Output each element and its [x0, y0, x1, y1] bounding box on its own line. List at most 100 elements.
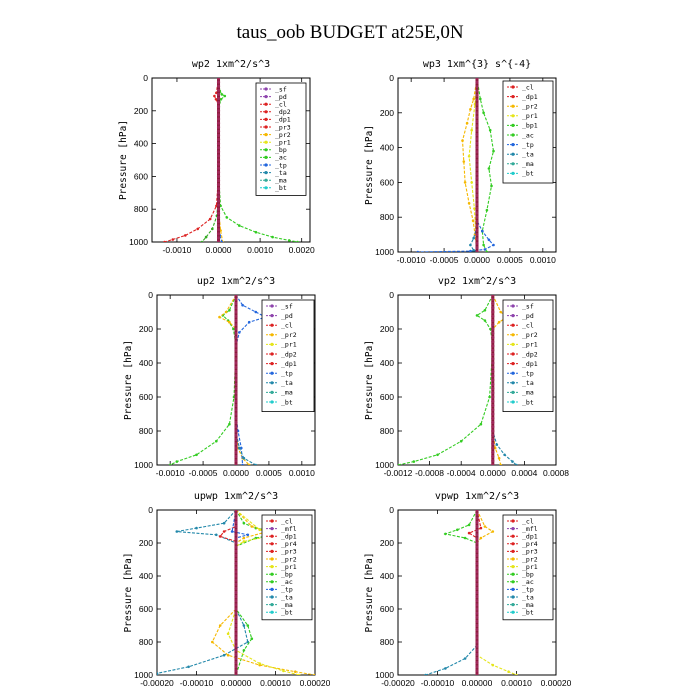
data-point: [224, 310, 228, 314]
legend-entry: _dp1: [281, 533, 297, 541]
center-profile-marker: [234, 369, 238, 374]
x-tick-label: -0.00010: [180, 678, 214, 688]
data-point: [479, 536, 483, 540]
panel-title: vp2 1xm^2/s^3: [438, 276, 516, 287]
center-profile-marker: [491, 420, 495, 425]
center-profile-marker: [216, 158, 221, 162]
data-point: [475, 314, 479, 317]
center-profile-marker: [475, 520, 479, 525]
legend-entry: _tp: [275, 161, 287, 169]
center-profile-marker: [475, 198, 479, 202]
data-point: [489, 327, 492, 331]
center-profile-marker: [216, 96, 221, 101]
center-profile-marker: [475, 619, 479, 624]
center-profile-marker: [491, 454, 495, 459]
data-point: [246, 624, 250, 627]
x-tick-label: -0.0008: [415, 468, 444, 478]
x-tick-label: -0.00020: [140, 678, 174, 688]
legend-entry: _bt: [522, 398, 534, 406]
center-profile-marker: [475, 636, 479, 640]
data-point: [215, 439, 218, 443]
center-profile-marker: [234, 636, 238, 640]
series-line: [476, 510, 494, 675]
data-point: [467, 202, 471, 205]
legend-entry: _ma: [275, 177, 287, 185]
data-point: [258, 528, 262, 532]
legend-swatch-marker: [270, 549, 274, 554]
center-profile-marker: [216, 228, 221, 232]
center-profile-marker: [234, 420, 238, 425]
data-point: [246, 533, 250, 537]
legend-swatch-marker: [270, 557, 274, 561]
center-profile-marker: [475, 193, 479, 197]
y-axis-label: Pressure [hPa]: [118, 120, 129, 200]
center-profile-marker: [475, 595, 479, 599]
legend-swatch-marker: [264, 178, 268, 182]
center-profile-marker: [234, 352, 238, 357]
center-profile-marker: [234, 673, 238, 675]
data-point: [225, 216, 229, 219]
center-profile-marker: [491, 433, 495, 437]
center-profile-marker: [234, 395, 238, 399]
legend-entry: _pr2: [281, 555, 297, 563]
data-point: [479, 526, 483, 530]
center-profile-marker: [475, 582, 479, 586]
center-profile-marker: [216, 133, 221, 137]
legend-entry: _pd: [522, 312, 534, 320]
legend-entry: _pr2: [522, 103, 538, 111]
x-tick-label: 0.0004: [511, 468, 537, 478]
center-profile-marker: [475, 628, 479, 632]
center-profile-marker: [475, 648, 479, 652]
data-point: [412, 460, 416, 463]
data-point: [226, 653, 230, 657]
legend-entry: _ma: [281, 389, 293, 397]
x-tick-label: 0.0000: [480, 468, 506, 478]
center-profile-marker: [475, 141, 479, 145]
data-point: [493, 446, 497, 450]
legend-swatch-marker: [511, 95, 515, 99]
center-profile-marker: [216, 174, 221, 178]
series-dp1: [467, 510, 483, 675]
legend-swatch-marker: [511, 133, 515, 137]
legend-swatch-marker: [511, 152, 515, 156]
center-profile-marker: [234, 599, 238, 603]
y-tick-label: 600: [380, 604, 394, 614]
center-profile-marker: [234, 570, 238, 574]
series-line: [201, 110, 220, 242]
center-profile-marker: [234, 603, 238, 607]
center-profile-marker: [475, 516, 479, 520]
legend-entry: _cl: [522, 517, 534, 525]
center-profile-marker: [475, 562, 479, 566]
center-profile-marker: [234, 529, 238, 533]
center-profile-marker: [234, 533, 238, 537]
data-point: [230, 530, 234, 533]
data-point: [242, 540, 246, 543]
y-tick-label: 0: [148, 505, 153, 515]
data-point: [238, 224, 241, 227]
legend-entry: _tp: [281, 586, 293, 594]
data-point: [211, 227, 214, 231]
center-profile-marker: [475, 586, 479, 591]
y-tick-label: 400: [380, 143, 394, 153]
y-tick-label: 0: [148, 290, 153, 300]
y-tick-label: 800: [380, 212, 394, 222]
legend-entry: _ac: [281, 578, 293, 586]
center-profile-marker: [475, 115, 479, 119]
center-profile-marker: [216, 84, 221, 88]
center-profile-marker: [216, 215, 221, 219]
center-profile-marker: [475, 603, 479, 607]
data-point: [175, 460, 179, 463]
data-point: [208, 217, 212, 221]
legend-swatch-marker: [511, 85, 515, 89]
x-tick-label: -0.0005: [430, 255, 459, 265]
legend-box: [502, 80, 554, 184]
legend-box: [502, 514, 554, 621]
legend-swatch-marker: [511, 610, 515, 614]
legend-entry: _ma: [522, 601, 534, 609]
data-point: [195, 526, 198, 530]
center-profile-marker: [475, 557, 479, 562]
center-profile-marker: [475, 163, 479, 167]
center-profile-marker: [234, 640, 238, 644]
center-profile-marker: [475, 524, 479, 529]
legend-entry: _bt: [281, 398, 293, 406]
